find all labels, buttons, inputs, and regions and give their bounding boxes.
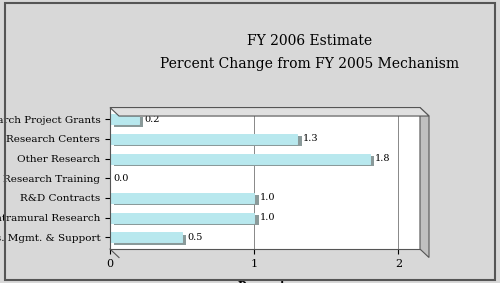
Bar bbox=[114, 235, 186, 245]
Bar bbox=[110, 213, 254, 222]
Bar bbox=[110, 114, 139, 124]
X-axis label: Percents: Percents bbox=[238, 280, 292, 283]
Text: 1.3: 1.3 bbox=[303, 134, 319, 143]
Text: 1.0: 1.0 bbox=[260, 213, 276, 222]
Text: 0.0: 0.0 bbox=[113, 174, 128, 183]
Bar bbox=[114, 136, 302, 146]
Text: 1.0: 1.0 bbox=[260, 194, 276, 202]
Text: Percent Change from FY 2005 Mechanism: Percent Change from FY 2005 Mechanism bbox=[160, 57, 460, 70]
Text: FY 2006 Estimate: FY 2006 Estimate bbox=[248, 34, 372, 48]
Bar bbox=[110, 154, 370, 164]
Bar bbox=[110, 232, 182, 242]
Text: 1.8: 1.8 bbox=[376, 154, 391, 163]
Text: 0.5: 0.5 bbox=[188, 233, 203, 242]
Bar bbox=[110, 193, 254, 203]
Bar bbox=[114, 215, 258, 225]
Bar bbox=[114, 156, 374, 166]
Text: 0.2: 0.2 bbox=[144, 115, 160, 124]
Bar bbox=[114, 195, 258, 205]
Bar bbox=[110, 134, 298, 144]
Bar bbox=[114, 117, 143, 127]
